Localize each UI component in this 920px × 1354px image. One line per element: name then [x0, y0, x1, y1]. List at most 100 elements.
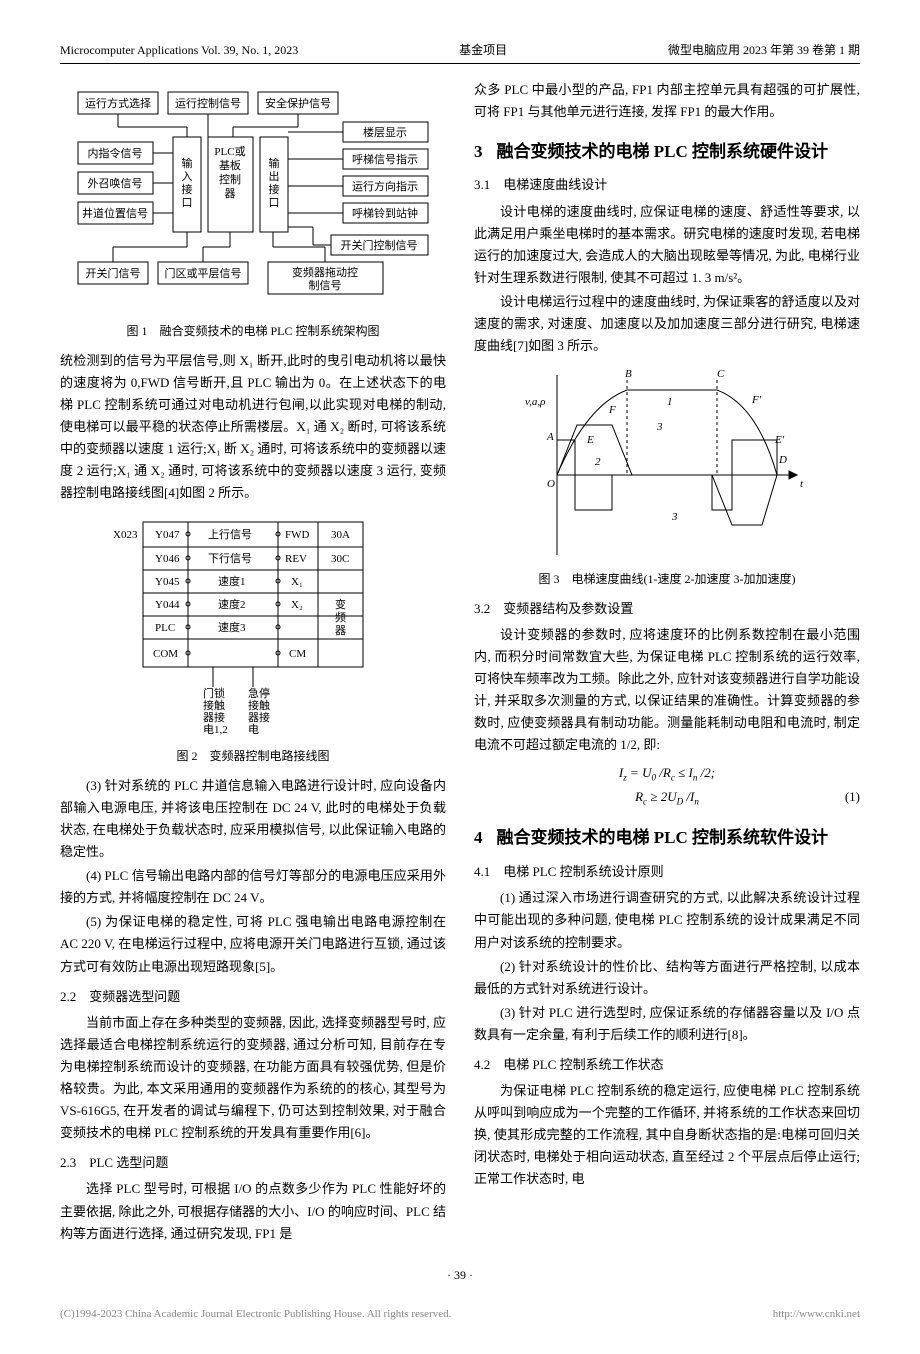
fig3-E: E [586, 434, 594, 446]
equation-1: Iz = U0 /Rc ≤ In /2; Rc ≥ 2UD /In(1) [474, 762, 860, 810]
header-center: 基金项目 [459, 40, 507, 60]
sec-4-heading: 4 融合变频技术的电梯 PLC 控制系统软件设计 [474, 824, 860, 853]
fig1-runctrl: 运行控制信号 [175, 96, 241, 110]
fig1-plc: PLC或基板控制器 [214, 145, 245, 200]
fig2-svg: X023 Y047 Y046 Y045 Y044 PLC COM 上行信号 下行… [103, 512, 403, 742]
fig2-rev: REV [285, 553, 307, 565]
fig2-bottom-right: 急停接触器接电 [248, 686, 270, 736]
fig2-y045: Y045 [155, 576, 180, 588]
fig1-floor: 门区或平层信号 [165, 266, 242, 280]
content-columns: 运行方式选择 运行控制信号 安全保护信号 内指令信号 外召唤信号 井道位置信号 … [60, 79, 860, 1246]
fig1-floordisp: 楼层显示 [363, 125, 407, 139]
sec-3-1-p1: 设计电梯的速度曲线时, 应保证电梯的速度、舒适性等要求, 以此满足用户乘坐电梯时… [474, 201, 860, 289]
sec-4-1-p1: (1) 通过深入市场进行调查研究的方式, 以此解决系统设计过程中可能出现的多种问… [474, 887, 860, 953]
fig1-safety: 安全保护信号 [265, 96, 331, 110]
sec-4-2-body: 为保证电梯 PLC 控制系统的稳定运行, 应使电梯 PLC 控制系统从呼叫到响应… [474, 1080, 860, 1190]
fig2-down: 下行信号 [208, 552, 252, 565]
eq1-num: (1) [845, 786, 860, 808]
sec-4-1-p3: (3) 针对 PLC 进行选型时, 应保证系统的存储器容量以及 I/O 点数具有… [474, 1002, 860, 1046]
fig2-x2: X₂ [291, 599, 303, 611]
fig1-openctrl: 开关门控制信号 [341, 238, 418, 252]
header-right: 微型电脑应用 2023 年第 39 卷第 1 期 [668, 40, 860, 60]
eq1-line2: Rc ≥ 2UD /In(1) [474, 786, 860, 810]
fig2-y047: Y047 [155, 529, 180, 541]
fig3-t: t [800, 478, 804, 490]
figure-1: 运行方式选择 运行控制信号 安全保护信号 内指令信号 外召唤信号 井道位置信号 … [60, 87, 446, 341]
fig1-inverter: 变频器拖动控制信号 [292, 265, 358, 292]
fig3-D: D [778, 454, 787, 466]
fig2-y046: Y046 [155, 553, 180, 565]
fig2-bottom-left: 门锁接触器接电1,2 [203, 686, 228, 736]
sec-2-3-body: 选择 PLC 型号时, 可根据 I/O 的点数多少作为 PLC 性能好坏的主要依… [60, 1178, 446, 1244]
sec-3-heading: 3 融合变频技术的电梯 PLC 控制系统硬件设计 [474, 138, 860, 167]
sec-2-2-body: 当前市面上存在多种类型的变频器, 因此, 选择变频器型号时, 应选择最适合电梯控… [60, 1012, 446, 1145]
fig3-Fp: F' [751, 394, 762, 406]
fig2-inv: 变频器 [335, 597, 346, 637]
fig3-O: O [547, 478, 555, 490]
fig1-shaft: 井道位置信号 [82, 206, 148, 220]
fig3-n1: 1 [667, 396, 673, 408]
fig1-runmode: 运行方式选择 [85, 96, 151, 110]
figure-2: X023 Y047 Y046 Y045 Y044 PLC COM 上行信号 下行… [60, 512, 446, 766]
fig3-ylabel: v,a,ρ [525, 396, 545, 408]
fig3-F: F [608, 404, 616, 416]
sec-4-num: 4 [474, 824, 483, 853]
fig3-svg: v,a,ρ A B C D E E' F F' O t 1 2 3 3 [517, 365, 817, 565]
fig2-com: COM [153, 648, 178, 660]
fig1-inputport: 输入接口 [182, 156, 193, 209]
right-top-para: 众多 PLC 中最小型的产品, FP1 内部主控单元具有超强的可扩展性, 可将 … [474, 79, 860, 123]
fig3-caption: 图 3 电梯速度曲线(1-速度 2-加速度 3-加加速度) [474, 569, 860, 589]
fig2-spd3: 速度3 [218, 620, 246, 634]
page-footer: (C)1994-2023 China Academic Journal Elec… [60, 1305, 860, 1324]
fig2-cm: CM [289, 648, 306, 660]
fig3-n3a: 3 [656, 421, 663, 433]
fig2-caption: 图 2 变频器控制电路接线图 [60, 746, 446, 766]
left-column: 运行方式选择 运行控制信号 安全保护信号 内指令信号 外召唤信号 井道位置信号 … [60, 79, 446, 1246]
figure-3: v,a,ρ A B C D E E' F F' O t 1 2 3 3 图 3 … [474, 365, 860, 589]
fig1-door: 开关门信号 [86, 266, 141, 280]
para-4: (4) PLC 信号输出电路内部的信号灯等部分的电源电压应采用外接的方式, 并将… [60, 865, 446, 909]
fig1-dirind: 运行方向指示 [352, 179, 418, 193]
fig2-y044: Y044 [155, 599, 180, 611]
fig3-n3b: 3 [671, 511, 678, 523]
fig3-C: C [717, 368, 725, 380]
sec-2-2-title: 2.2 变频器选型问题 [60, 986, 446, 1008]
header-left: Microcomputer Applications Vol. 39, No. … [60, 40, 298, 60]
fig2-plc-label: PLC [155, 622, 175, 634]
fig3-B: B [625, 368, 632, 380]
sec-4-2-title: 4.2 电梯 PLC 控制系统工作状态 [474, 1054, 860, 1076]
sec-4-1-p2: (2) 针对系统设计的性价比、结构等方面进行严格控制, 以成本最低的方式针对系统… [474, 956, 860, 1000]
fig1-outer: 外召唤信号 [88, 176, 143, 190]
para-3: (3) 针对系统的 PLC 井道信息输入电路进行设计时, 应向设备内部输入电源电… [60, 775, 446, 863]
fig1-svg: 运行方式选择 运行控制信号 安全保护信号 内指令信号 外召唤信号 井道位置信号 … [73, 87, 433, 317]
sec-3-1-title: 3.1 电梯速度曲线设计 [474, 174, 860, 196]
para-1: 统检测到的信号为平层信号,则 X₁ 断开,此时的曳引电动机将以最快的速度将为 0… [60, 350, 446, 505]
fig2-spd2: 速度2 [218, 597, 246, 611]
page-number: · 39 · [60, 1265, 860, 1285]
sec-3-2-title: 3.2 变频器结构及参数设置 [474, 598, 860, 620]
eq1-line1: Iz = U0 /Rc ≤ In /2; [474, 762, 860, 786]
fig1-callind: 呼梯信号指示 [352, 152, 418, 166]
fig3-n2: 2 [595, 456, 601, 468]
fig3-Ep: E' [774, 434, 785, 446]
sec-4-title: 融合变频技术的电梯 PLC 控制系统软件设计 [497, 824, 861, 853]
fig2-x023: X023 [113, 529, 138, 541]
sec-3-1-p2: 设计电梯运行过程中的速度曲线时, 为保证乘客的舒适度以及对速度的需求, 对速度、… [474, 291, 860, 357]
fig3-A: A [546, 431, 554, 443]
sec-3-title: 融合变频技术的电梯 PLC 控制系统硬件设计 [497, 138, 861, 167]
fig2-x1: X₁ [291, 576, 303, 588]
fig1-bell: 呼梯铃到站钟 [352, 206, 418, 220]
fig1-caption: 图 1 融合变频技术的电梯 PLC 控制系统架构图 [60, 321, 446, 341]
footer-left: (C)1994-2023 China Academic Journal Elec… [60, 1305, 451, 1324]
fig2-30a: 30A [331, 529, 350, 541]
fig2-up: 上行信号 [208, 528, 252, 541]
sec-2-3-title: 2.3 PLC 选型问题 [60, 1152, 446, 1174]
fig1-outputport: 输出接口 [269, 156, 280, 209]
page-header: Microcomputer Applications Vol. 39, No. … [60, 40, 860, 64]
fig2-spd1: 速度1 [218, 574, 246, 588]
fig2-30c: 30C [331, 553, 349, 565]
para-5: (5) 为保证电梯的稳定性, 可将 PLC 强电输出电路电源控制在 AC 220… [60, 911, 446, 977]
right-column: 众多 PLC 中最小型的产品, FP1 内部主控单元具有超强的可扩展性, 可将 … [474, 79, 860, 1246]
sec-4-1-title: 4.1 电梯 PLC 控制系统设计原则 [474, 861, 860, 883]
sec-3-num: 3 [474, 138, 483, 167]
